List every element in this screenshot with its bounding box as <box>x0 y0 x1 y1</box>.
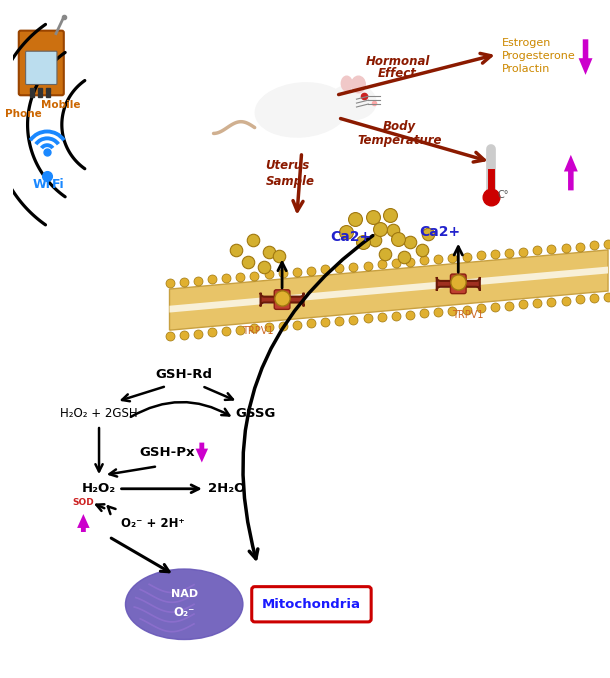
Text: NAD: NAD <box>171 589 198 599</box>
PathPatch shape <box>170 266 608 313</box>
Text: C°: C° <box>497 190 509 200</box>
Text: GSSG: GSSG <box>235 407 276 420</box>
Ellipse shape <box>342 76 352 91</box>
Ellipse shape <box>255 83 348 137</box>
FancyArrowPatch shape <box>564 155 578 191</box>
FancyBboxPatch shape <box>437 277 480 291</box>
Text: Prolactin: Prolactin <box>502 64 551 74</box>
Text: Ca2+: Ca2+ <box>330 231 371 244</box>
Text: SOD: SOD <box>73 498 94 507</box>
Ellipse shape <box>329 85 376 120</box>
Text: Body: Body <box>383 120 416 133</box>
FancyBboxPatch shape <box>252 586 371 622</box>
Text: H₂O₂ + 2GSH: H₂O₂ + 2GSH <box>60 407 138 420</box>
Text: Mobile: Mobile <box>41 100 81 110</box>
Text: Sample: Sample <box>265 175 314 188</box>
Ellipse shape <box>351 76 365 93</box>
Ellipse shape <box>126 569 243 639</box>
Text: Ca2+: Ca2+ <box>419 225 461 239</box>
Text: Effect: Effect <box>378 67 417 80</box>
Text: 2H₂O: 2H₂O <box>207 482 245 495</box>
Text: Estrogen: Estrogen <box>502 39 551 49</box>
Text: Temperature: Temperature <box>357 134 442 147</box>
Text: O₂⁻: O₂⁻ <box>173 605 195 618</box>
FancyArrowPatch shape <box>578 39 592 75</box>
Text: O₂⁻ + 2H⁺: O₂⁻ + 2H⁺ <box>121 517 184 530</box>
FancyArrowPatch shape <box>77 514 90 532</box>
Text: Wi: Wi <box>32 178 51 191</box>
Text: TRPV1: TRPV1 <box>453 311 484 320</box>
Text: Uterus: Uterus <box>265 159 310 172</box>
Text: Phone: Phone <box>4 109 41 119</box>
Text: Hormonal: Hormonal <box>365 54 430 68</box>
PathPatch shape <box>170 250 608 330</box>
Text: Fi: Fi <box>52 178 65 191</box>
Text: Mitochondria: Mitochondria <box>262 598 361 611</box>
Text: TRPV1: TRPV1 <box>242 326 273 336</box>
FancyBboxPatch shape <box>450 274 466 294</box>
Text: H₂O₂: H₂O₂ <box>82 482 116 495</box>
FancyBboxPatch shape <box>26 52 57 85</box>
FancyBboxPatch shape <box>19 31 64 96</box>
Text: GSH-Px: GSH-Px <box>140 446 195 459</box>
FancyBboxPatch shape <box>274 290 290 309</box>
FancyArrowPatch shape <box>196 443 208 462</box>
Text: GSH-Rd: GSH-Rd <box>156 367 213 381</box>
FancyBboxPatch shape <box>260 293 304 306</box>
Text: Progesterone: Progesterone <box>502 52 576 61</box>
